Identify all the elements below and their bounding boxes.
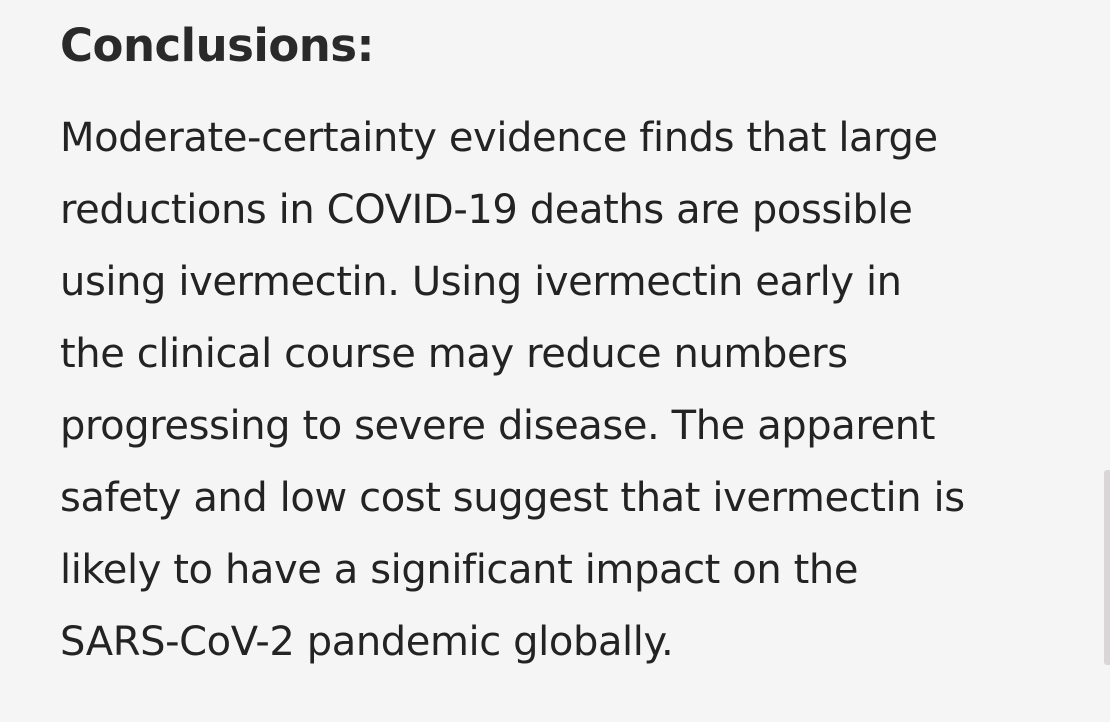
paragraph-line: safety and low cost suggest that ivermec…: [60, 475, 965, 521]
scrollbar[interactable]: [1104, 470, 1110, 665]
paragraph-line: reductions in COVID-19 deaths are possib…: [60, 187, 913, 233]
paragraph-line: using ivermectin. Using ivermectin early…: [60, 259, 902, 305]
conclusions-paragraph: Moderate-certainty evidence finds that l…: [60, 102, 1100, 678]
paragraph-line: the clinical course may reduce numbers: [60, 331, 848, 377]
paragraph-line: progressing to severe disease. The appar…: [60, 403, 936, 449]
paragraph-line: Moderate-certainty evidence finds that l…: [60, 115, 938, 161]
paragraph-line: likely to have a significant impact on t…: [60, 547, 859, 593]
paragraph-line: SARS-CoV-2 pandemic globally.: [60, 619, 674, 665]
section-heading: Conclusions:: [60, 19, 375, 72]
